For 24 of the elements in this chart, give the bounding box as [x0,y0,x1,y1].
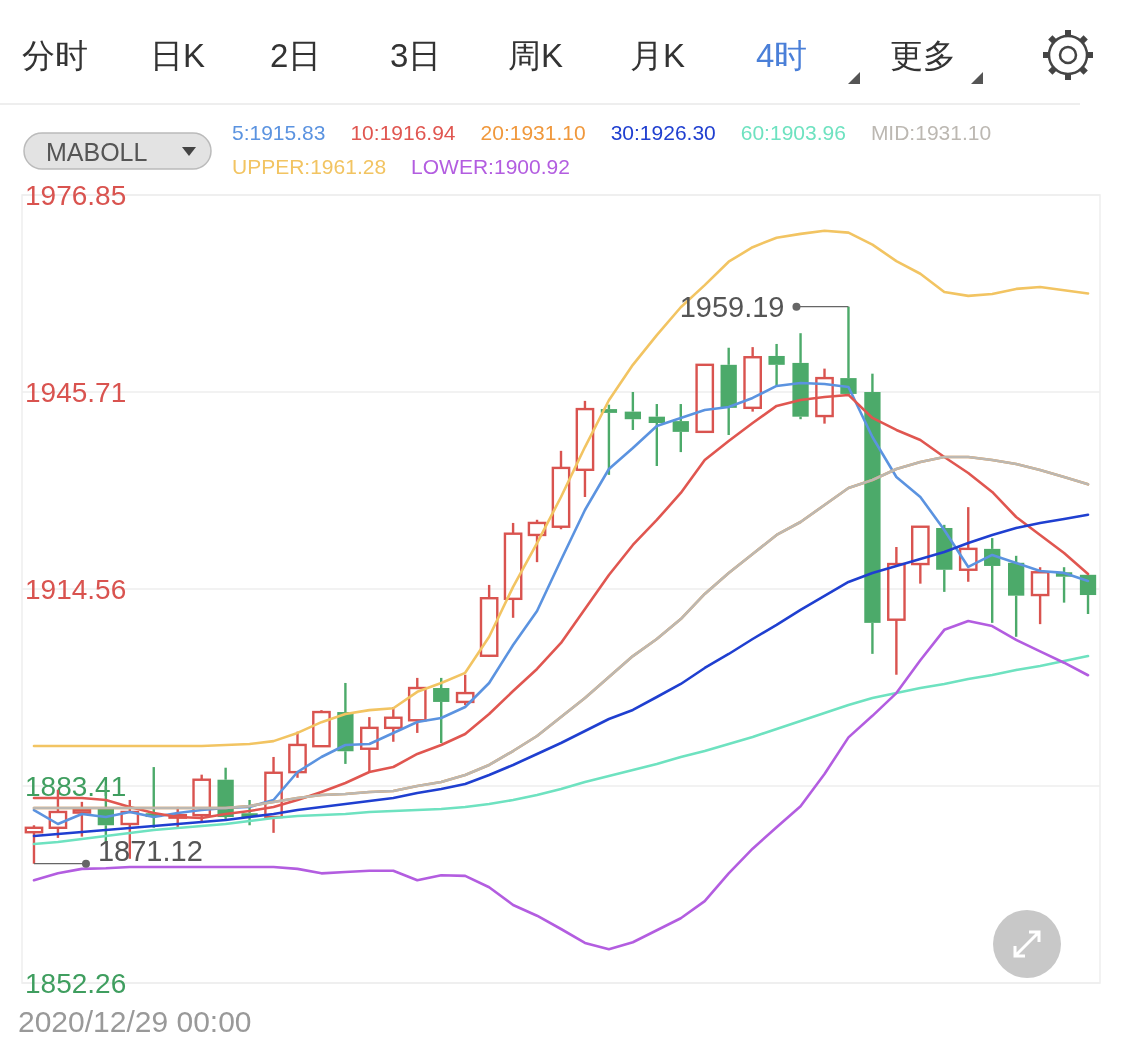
text: 4时 [756,37,808,74]
y-tick-label: 1914.56 [25,573,127,605]
y-tick-label: 1976.85 [25,180,127,211]
y-tick-label: 1883.41 [25,770,127,802]
annotation: 1959.19 [679,290,785,323]
text: 60:1903.96 [740,121,846,144]
text: LOWER:1900.92 [411,155,570,178]
text: 周K [508,37,564,74]
text: 30:1926.30 [610,121,716,144]
text: 日K [150,37,206,74]
text: MID:1931.10 [870,121,992,144]
text: 分时 [22,37,88,74]
text: 3日 [390,37,442,74]
control-indicator-dropdown: MABOLL [23,132,212,170]
text: 2日 [270,37,322,74]
text: 2020/12/29 00:00 [18,1005,252,1038]
text: 月K [630,37,686,74]
y-tick-label: 1945.71 [25,376,127,408]
text: 更多 [890,37,956,74]
text: UPPER:1961.28 [232,155,387,178]
text: 10:1916.94 [350,121,456,144]
text: 5:1915.83 [232,121,326,144]
y-tick-label: 1852.26 [25,968,127,999]
text: 20:1931.10 [480,121,586,144]
